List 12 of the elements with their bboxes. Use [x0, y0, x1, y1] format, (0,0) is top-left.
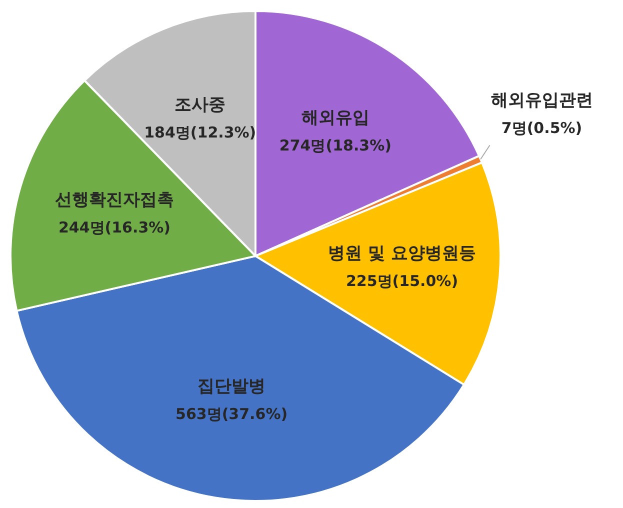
slice-label: 해외유입: [301, 108, 370, 128]
slice-label: 조사중: [174, 95, 226, 116]
slice-label: 선행확진자접촉: [54, 190, 174, 210]
data-label: 225명(15.0%): [346, 272, 458, 290]
data-label: 244명(16.3%): [58, 218, 171, 236]
data-label: 184명(12.3%): [144, 124, 256, 142]
data-label: 7명(0.5%): [501, 119, 582, 138]
data-label: 274명(18.3%): [279, 136, 392, 155]
slice-label: 병원 및 요양병원등: [328, 243, 476, 264]
slice-label: 해외유입관련: [490, 90, 593, 111]
slice-label: 집단발병: [198, 376, 266, 396]
data-label: 563명(37.6%): [176, 404, 288, 423]
